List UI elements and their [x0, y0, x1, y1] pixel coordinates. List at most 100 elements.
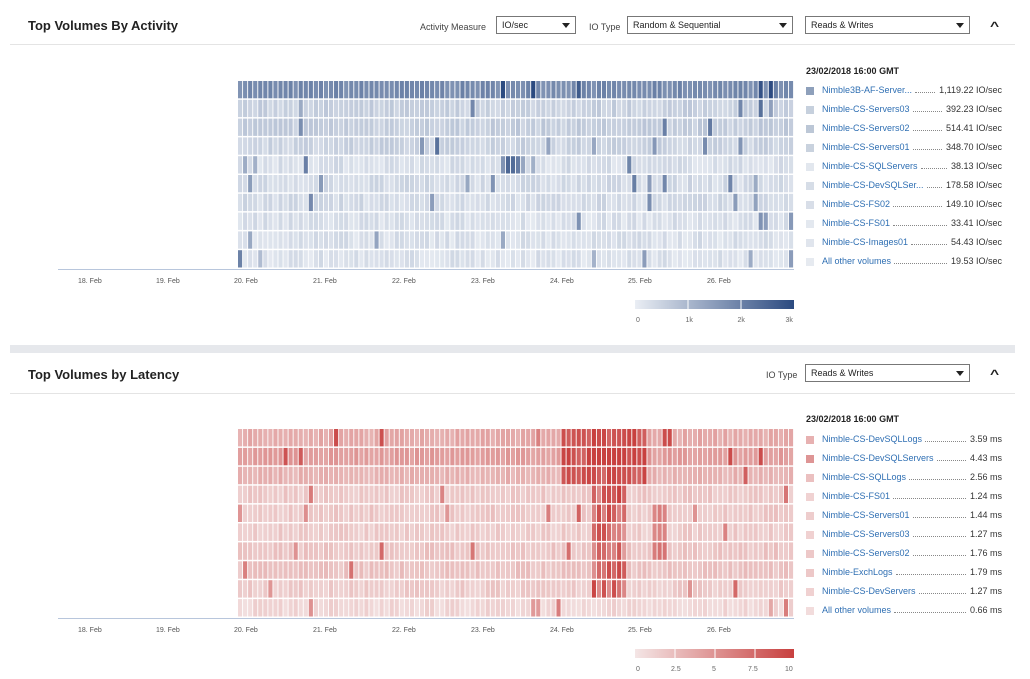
heatmap-cell	[455, 561, 460, 579]
legend-item[interactable]: Nimble-CS-Servers02 1.76 ms	[806, 548, 1002, 560]
heatmap-cell	[546, 156, 551, 174]
legend-volume-link[interactable]: Nimble3B-AF-Server...	[822, 85, 913, 95]
legend-volume-link[interactable]: Nimble-CS-SQLLogs	[822, 472, 907, 482]
legend-volume-link[interactable]: Nimble-CS-DevSQLLogs	[822, 434, 923, 444]
heatmap-cell	[773, 561, 778, 579]
heatmap-cell	[389, 193, 394, 212]
heatmap-cell	[369, 504, 374, 522]
heatmap-cell	[465, 580, 470, 598]
heatmap-cell	[687, 231, 692, 249]
heatmap-cell	[601, 175, 607, 193]
legend-item[interactable]: Nimble-CS-FS01 1.24 ms	[806, 491, 1002, 503]
heatmap-cell	[692, 504, 698, 522]
heatmap-cell	[536, 523, 541, 541]
heatmap-cell	[591, 137, 596, 155]
heatmap-cell	[576, 523, 581, 541]
heatmap-cell	[596, 250, 602, 268]
legend-volume-link[interactable]: All other volumes	[822, 256, 892, 266]
legend-item[interactable]: Nimble-CS-Servers01 1.44 ms	[806, 510, 1002, 522]
legend-volume-link[interactable]: Nimble-CS-FS01	[822, 491, 891, 501]
heatmap-cell	[516, 447, 521, 466]
heatmap-cell	[374, 250, 379, 268]
legend-volume-link[interactable]: Nimble-CS-Servers01	[822, 510, 910, 520]
legend-volume-link[interactable]: Nimble-CS-Servers01	[822, 142, 910, 152]
heatmap-cell	[581, 99, 586, 118]
legend-item[interactable]: Nimble-CS-Images01 54.43 IO/sec	[806, 237, 1002, 249]
heatmap-cell	[435, 231, 440, 249]
legend-volume-link[interactable]: Nimble-CS-Images01	[822, 237, 909, 247]
heatmap-cell	[763, 212, 768, 230]
legend-volume-link[interactable]: Nimble-CS-SQLServers	[822, 161, 918, 171]
heatmap-cell	[500, 175, 505, 193]
io-type-select[interactable]: Random & Sequential	[627, 16, 793, 34]
legend-item[interactable]: Nimble-CS-FS01 33.41 IO/sec	[806, 218, 1002, 230]
heatmap-cell	[308, 137, 313, 155]
legend-item[interactable]: Nimble-CS-Servers01 348.70 IO/sec	[806, 142, 1002, 154]
activity-measure-select[interactable]: IO/sec	[496, 16, 576, 34]
heatmap-cell	[238, 193, 243, 212]
heatmap-cell	[460, 447, 465, 466]
heatmap-cell	[409, 99, 414, 118]
activity-heatmap[interactable]	[238, 81, 794, 269]
legend-item[interactable]: Nimble-CS-DevSQLLogs 3.59 ms	[806, 434, 1002, 446]
heatmap-cell	[450, 447, 455, 466]
heatmap-cell	[521, 485, 526, 504]
legend-item[interactable]: Nimble-CS-FS02 149.10 IO/sec	[806, 199, 1002, 211]
legend-volume-link[interactable]: Nimble-CS-DevSQLServers	[822, 453, 934, 463]
heatmap-cell	[566, 175, 571, 193]
legend-volume-link[interactable]: Nimble-CS-Servers03	[822, 529, 910, 539]
heatmap-cell	[773, 580, 778, 598]
heatmap-cell	[652, 212, 657, 230]
heatmap-cell	[581, 561, 586, 579]
heatmap-cell	[713, 466, 718, 485]
legend-item[interactable]: Nimble-ExchLogs 1.79 ms	[806, 567, 1002, 579]
legend-volume-link[interactable]: Nimble-CS-DevSQLSer...	[822, 180, 924, 190]
legend-volume-link[interactable]: Nimble-CS-FS01	[822, 218, 891, 228]
heatmap-cell	[425, 212, 430, 230]
legend-item[interactable]: Nimble-CS-Servers03 392.23 IO/sec	[806, 104, 1002, 116]
latency-heatmap[interactable]	[238, 429, 794, 618]
legend-leader	[913, 517, 966, 518]
heatmap-cell	[561, 212, 566, 230]
legend-value: 1.27 ms	[967, 586, 1002, 596]
legend-item[interactable]: Nimble-CS-DevSQLServers 4.43 ms	[806, 453, 1002, 465]
heatmap-cell	[323, 580, 329, 598]
legend-item[interactable]: Nimble-CS-DevServers 1.27 ms	[806, 586, 1002, 598]
heatmap-cell	[283, 523, 288, 541]
legend-volume-link[interactable]: All other volumes	[822, 605, 892, 615]
legend-item[interactable]: All other volumes 19.53 IO/sec	[806, 256, 1002, 268]
heatmap-cell	[556, 504, 561, 522]
heatmap-cell	[510, 504, 516, 522]
legend-item[interactable]: Nimble-CS-DevSQLSer... 178.58 IO/sec	[806, 180, 1002, 192]
heatmap-cell	[364, 81, 369, 99]
heatmap-cell	[723, 523, 728, 541]
heatmap-cell	[409, 561, 414, 579]
legend-volume-link[interactable]: Nimble-ExchLogs	[822, 567, 893, 577]
heatmap-cell	[399, 175, 404, 193]
reads-writes-select[interactable]: Reads & Writes	[805, 16, 970, 34]
legend-item[interactable]: Nimble-CS-Servers02 514.41 IO/sec	[806, 123, 1002, 135]
heatmap-cell	[258, 156, 263, 174]
legend-item[interactable]: Nimble3B-AF-Server... 1,119.22 IO/sec	[806, 85, 1002, 97]
legend-volume-link[interactable]: Nimble-CS-Servers03	[822, 104, 910, 114]
legend-item[interactable]: Nimble-CS-Servers03 1.27 ms	[806, 529, 1002, 541]
legend-volume-link[interactable]: Nimble-CS-Servers02	[822, 123, 910, 133]
heatmap-cell	[303, 523, 308, 541]
legend-item[interactable]: Nimble-CS-SQLLogs 2.56 ms	[806, 472, 1002, 484]
legend-item[interactable]: All other volumes 0.66 ms	[806, 605, 1002, 617]
legend-volume-link[interactable]: Nimble-CS-Servers02	[822, 548, 910, 558]
legend-volume-link[interactable]: Nimble-CS-DevServers	[822, 586, 916, 596]
heatmap-cell	[435, 466, 440, 485]
legend-volume-link[interactable]: Nimble-CS-FS02	[822, 199, 891, 209]
latency-reads-writes-select[interactable]: Reads & Writes	[805, 364, 970, 382]
collapse-icon[interactable]: ^	[989, 19, 1000, 33]
heatmap-cell	[339, 193, 344, 212]
heatmap-cell	[293, 99, 298, 118]
collapse-icon[interactable]: ^	[989, 367, 1000, 381]
heatmap-cell	[677, 485, 682, 504]
heatmap-cell	[399, 137, 404, 155]
legend-swatch	[806, 144, 814, 152]
heatmap-cell	[647, 99, 652, 118]
heatmap-cell	[303, 99, 308, 118]
legend-item[interactable]: Nimble-CS-SQLServers 38.13 IO/sec	[806, 161, 1002, 173]
